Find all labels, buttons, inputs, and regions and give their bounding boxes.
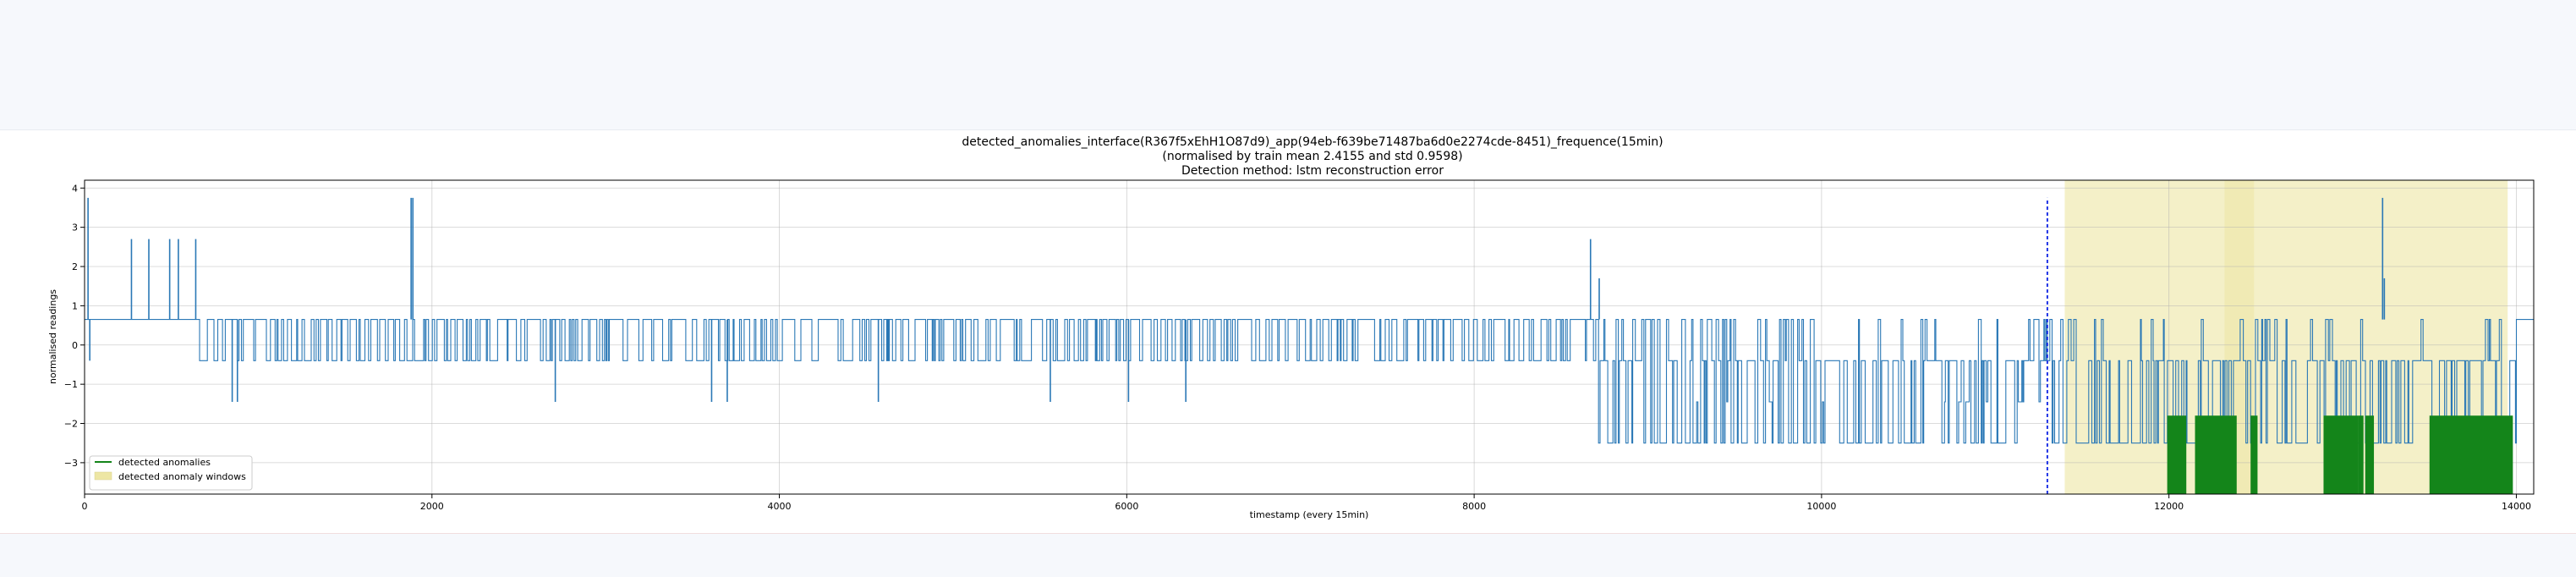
- chart-subtitle-method: Detection method: lstm reconstruction er…: [1181, 164, 1444, 178]
- legend-label-windows: detected anomaly windows: [118, 471, 246, 482]
- y-tick-label: 2: [72, 261, 78, 272]
- y-axis-label: normalised readings: [47, 289, 58, 384]
- x-tick-label: 14000: [2502, 501, 2531, 512]
- x-tick-label: 4000: [768, 501, 792, 512]
- y-tick-label: 3: [72, 223, 78, 234]
- x-axis-label: timestamp (every 15min): [1250, 509, 1369, 520]
- series-detected-anomalies: [2167, 415, 2513, 494]
- chart: detected_anomalies_interface(R367f5xEhH1…: [0, 130, 2576, 533]
- anomaly-block: [2358, 415, 2364, 494]
- x-tick-label: 6000: [1115, 501, 1138, 512]
- grid-lines: [84, 180, 2534, 494]
- axis-ticks: 0 2000 4000 6000 8000 10000 12000 14000 −3 −2 −1 0 1…: [64, 183, 2531, 512]
- anomaly-block: [2323, 415, 2359, 494]
- anomaly-block: [2195, 415, 2237, 494]
- y-tick-label: 1: [72, 300, 78, 311]
- anomaly-block: [2429, 415, 2513, 494]
- x-tick-label: 8000: [1462, 501, 1486, 512]
- x-tick-label: 12000: [2154, 501, 2184, 512]
- y-tick-label: 4: [72, 183, 78, 194]
- series-line: [85, 319, 2534, 444]
- legend: detected anomalies detected anomaly wind…: [89, 455, 253, 491]
- y-tick-label: −1: [64, 379, 78, 390]
- legend-swatch-windows: [94, 471, 112, 481]
- plot-frame: [84, 179, 2535, 495]
- x-tick-label: 2000: [420, 501, 444, 512]
- legend-box: [89, 455, 253, 491]
- anomaly-block: [2365, 415, 2375, 494]
- chart-title: detected_anomalies_interface(R367f5xEhH1…: [962, 135, 1663, 149]
- y-tick-label: −3: [64, 458, 78, 469]
- anomaly-block: [2167, 415, 2187, 494]
- chart-panel: detected_anomalies_interface(R367f5xEhH1…: [0, 129, 2576, 534]
- series-normalised-readings: [85, 197, 2534, 444]
- anomaly-block: [2250, 415, 2258, 494]
- legend-label-anomalies: detected anomalies: [118, 457, 211, 468]
- x-tick-label: 10000: [1806, 501, 1836, 512]
- x-tick-label: 0: [82, 501, 88, 512]
- y-tick-label: 0: [72, 340, 78, 351]
- chart-subtitle: (normalised by train mean 2.4155 and std…: [1162, 150, 1462, 163]
- y-tick-label: −2: [64, 419, 78, 430]
